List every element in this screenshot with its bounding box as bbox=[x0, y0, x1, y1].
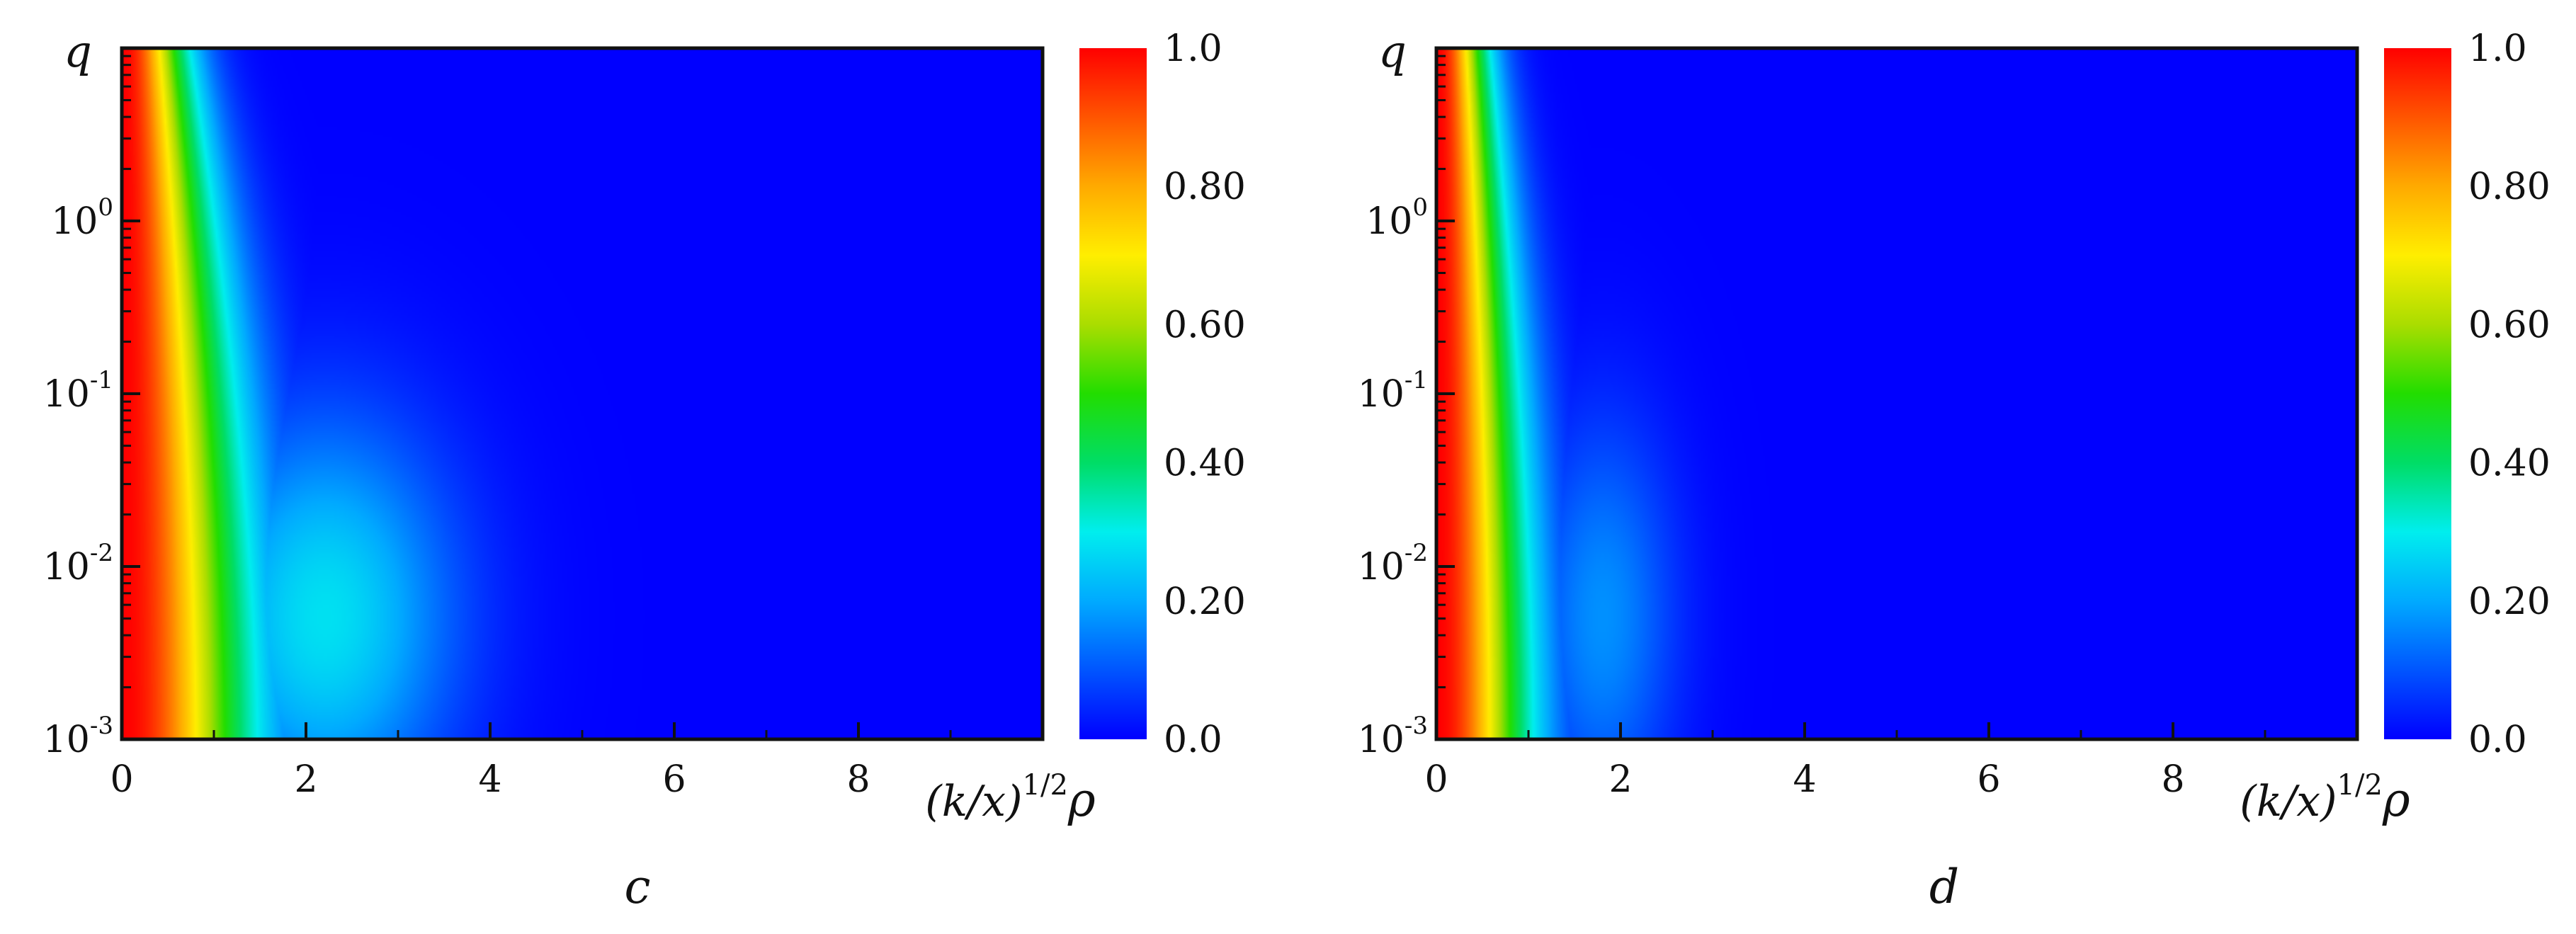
x-tick-label: 4 bbox=[1793, 758, 1816, 801]
y-tick-label: 10-1 bbox=[1358, 366, 1428, 416]
colorbar-gradient bbox=[2384, 48, 2451, 739]
x-tick-label: 8 bbox=[2161, 758, 2184, 801]
x-axis-label-main: (k/x) bbox=[2240, 777, 2337, 826]
colorbar-tick-label: 0.20 bbox=[2468, 581, 2551, 623]
colorbar-ticks: 0.0 0.20 0.40 0.60 0.80 1.0 bbox=[1164, 28, 1246, 761]
x-tick-label: 4 bbox=[478, 758, 501, 801]
colorbar-gradient bbox=[1079, 48, 1147, 739]
y-tick-label: 10-2 bbox=[43, 539, 113, 588]
x-axis-label-tail: ρ bbox=[2382, 773, 2410, 827]
colorbar-tick-label: 0.40 bbox=[2468, 443, 2551, 485]
heatmap-image bbox=[122, 48, 1043, 739]
y-axis: 10-3 10-2 10-1 100 bbox=[43, 55, 140, 761]
y-tick-label: 10-2 bbox=[1358, 539, 1428, 588]
y-tick-label: 100 bbox=[51, 193, 113, 243]
colorbar-tick-label: 0.80 bbox=[2468, 166, 2551, 208]
x-axis-label-main: (k/x) bbox=[925, 777, 1022, 826]
panel-label: d bbox=[1929, 860, 1959, 914]
colorbar-ticks: 0.0 0.20 0.40 0.60 0.80 1.0 bbox=[2468, 28, 2551, 761]
x-tick-label: 2 bbox=[294, 758, 317, 801]
heatmap-panel-d: 0 2 4 6 8 10-3 10-2 10-1 100 q (k/x)1/2ρ 0.0 0.2… bbox=[1358, 25, 2551, 914]
y-tick-label: 10-1 bbox=[43, 366, 113, 416]
x-tick-label: 6 bbox=[1977, 758, 2000, 801]
colorbar-tick-label: 1.0 bbox=[1164, 28, 1222, 70]
colorbar-tick-label: 0.20 bbox=[1164, 581, 1246, 623]
colorbar: 0.0 0.20 0.40 0.60 0.80 1.0 bbox=[2384, 28, 2551, 761]
x-tick-label: 8 bbox=[846, 758, 870, 801]
colorbar-tick-label: 0.0 bbox=[2468, 719, 2527, 761]
x-axis-label-exponent: 1/2 bbox=[2337, 769, 2383, 802]
x-axis: 0 2 4 6 8 bbox=[110, 722, 952, 801]
y-axis-label: q bbox=[64, 25, 92, 77]
colorbar-tick-label: 0.40 bbox=[1164, 443, 1246, 485]
heatmap-image bbox=[1436, 48, 2357, 739]
x-axis-label: (k/x)1/2ρ bbox=[2240, 769, 2410, 827]
y-tick-label: 10-3 bbox=[1358, 712, 1428, 761]
y-axis-label: q bbox=[1378, 25, 1407, 77]
x-axis: 0 2 4 6 8 bbox=[1424, 722, 2266, 801]
x-tick-label: 6 bbox=[662, 758, 686, 801]
y-tick-label: 100 bbox=[1366, 193, 1428, 243]
colorbar-tick-label: 0.60 bbox=[2468, 304, 2551, 346]
y-tick-label: 10-3 bbox=[43, 712, 113, 761]
x-axis-label: (k/x)1/2ρ bbox=[925, 769, 1096, 827]
colorbar: 0.0 0.20 0.40 0.60 0.80 1.0 bbox=[1079, 28, 1246, 761]
heatmap-panel-c: 0 2 4 6 8 10-3 10-2 10-1 100 q (k/x)1/2ρ 0.0 0.2… bbox=[43, 25, 1246, 914]
x-tick-label: 0 bbox=[1424, 758, 1448, 801]
colorbar-tick-label: 0.80 bbox=[1164, 166, 1246, 208]
x-tick-label: 0 bbox=[110, 758, 133, 801]
x-tick-label: 2 bbox=[1608, 758, 1632, 801]
heatmap-field bbox=[1436, 48, 2357, 739]
colorbar-tick-label: 0.0 bbox=[1164, 719, 1222, 761]
heatmap-field bbox=[122, 48, 1043, 739]
colorbar-tick-label: 1.0 bbox=[2468, 28, 2527, 70]
x-axis-label-tail: ρ bbox=[1067, 773, 1096, 827]
panel-label: c bbox=[625, 860, 651, 914]
colorbar-tick-label: 0.60 bbox=[1164, 304, 1246, 346]
x-axis-label-exponent: 1/2 bbox=[1023, 769, 1068, 802]
y-axis: 10-3 10-2 10-1 100 bbox=[1358, 55, 1455, 761]
